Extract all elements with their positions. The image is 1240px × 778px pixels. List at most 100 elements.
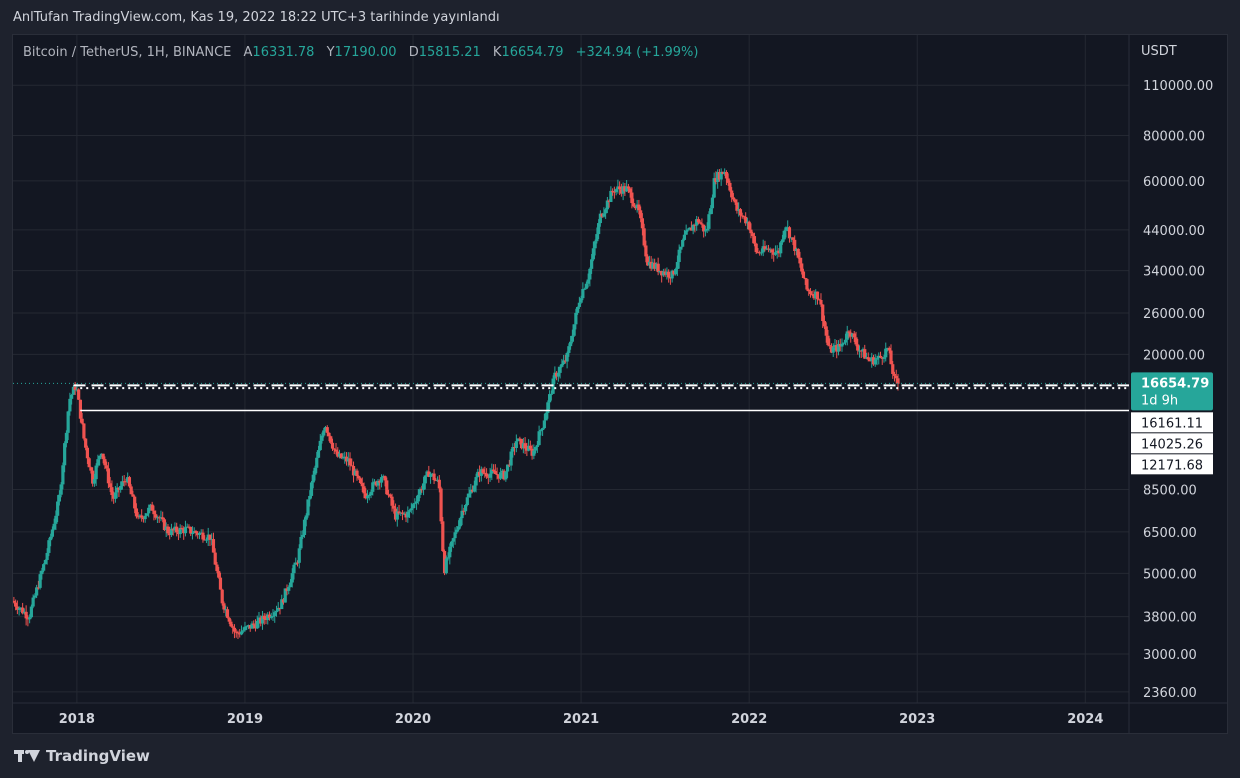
candle-body — [295, 562, 300, 564]
candle-body — [653, 262, 657, 269]
chart-panel[interactable]: USDT 110000.00 80000.00 60000.00 44000.00 340… — [12, 34, 1228, 734]
candle-body — [311, 474, 315, 483]
candle-body — [157, 517, 161, 519]
candle-body — [614, 189, 618, 192]
candle-body — [267, 614, 272, 618]
candle-body — [733, 199, 737, 203]
y-tick-label: 34000.00 — [1143, 265, 1205, 280]
candle-body — [476, 471, 480, 478]
candle-body — [555, 372, 559, 377]
candle-body — [325, 427, 329, 433]
candle-body — [784, 227, 788, 231]
candle-body — [686, 229, 690, 231]
candle-body — [493, 470, 497, 475]
candle-body — [845, 331, 849, 340]
candle-body — [677, 249, 681, 263]
candle-body — [318, 440, 322, 451]
candle-body — [99, 453, 104, 456]
candle-body — [215, 564, 219, 572]
candle-body — [889, 350, 893, 365]
candle-body — [180, 527, 184, 529]
candle-body — [719, 171, 723, 180]
candle-body — [364, 493, 368, 499]
level-price-badge — [1131, 433, 1213, 454]
candle-body — [885, 347, 890, 349]
candle-body — [77, 389, 81, 400]
candle-body — [789, 237, 793, 239]
candle-body — [857, 350, 862, 352]
symbol-name[interactable]: Bitcoin / TetherUS, 1H, BINANCE — [23, 45, 232, 60]
candle-body — [695, 219, 699, 226]
candle-body — [779, 242, 783, 254]
candle-body — [824, 326, 828, 336]
high-value: 17190.00 — [334, 45, 397, 60]
candle-body — [292, 564, 296, 574]
candle-body — [754, 243, 758, 253]
candle-body — [637, 204, 641, 211]
candle-body — [567, 346, 571, 353]
candle-body — [618, 186, 622, 190]
last-price-label: 16654.79 — [1141, 376, 1209, 391]
candle-body — [22, 611, 26, 614]
candle-body — [246, 625, 251, 627]
tradingview-branding[interactable]: TradingView — [14, 747, 150, 765]
candle-body — [590, 259, 594, 269]
candle-body — [759, 252, 764, 254]
candle-body — [381, 476, 385, 478]
candle-body — [498, 472, 503, 479]
candle-body — [84, 438, 88, 448]
candle-body — [808, 291, 813, 295]
price-chart[interactable]: USDT 110000.00 80000.00 60000.00 44000.00 340… — [13, 35, 1227, 733]
candle-body — [113, 492, 118, 499]
candle-body — [878, 355, 883, 358]
low-label: D — [408, 45, 419, 60]
candle-body — [50, 529, 54, 537]
ohlc-legend: Bitcoin / TetherUS, 1H, BINANCE A16331.7… — [23, 45, 706, 60]
candle-body — [166, 526, 170, 534]
candle-body — [13, 600, 16, 603]
candle-body — [604, 209, 608, 214]
candle-body — [782, 230, 786, 240]
candle-body — [745, 221, 750, 224]
candle-body — [670, 270, 674, 279]
candle-body — [197, 532, 202, 535]
candle-body — [369, 491, 373, 496]
candle-body — [329, 436, 333, 443]
candle-body — [315, 457, 319, 468]
candle-body — [815, 291, 820, 300]
candle-body — [884, 348, 888, 358]
candle-body — [437, 479, 441, 489]
x-tick-label: 2024 — [1067, 712, 1103, 727]
candle-body — [856, 344, 860, 351]
candle-body — [176, 532, 181, 535]
candle-body — [225, 609, 230, 618]
candle-body — [738, 209, 743, 216]
candle-body — [17, 608, 21, 610]
candle-body — [484, 473, 489, 477]
candle-body — [47, 540, 51, 553]
candle-body — [386, 494, 391, 496]
candle-body — [133, 496, 137, 509]
candle-body — [63, 443, 67, 466]
candle-body — [441, 521, 445, 552]
close-label: K — [492, 45, 502, 60]
candle-body — [565, 352, 569, 362]
candle-body — [15, 606, 19, 610]
candle-body — [204, 539, 209, 541]
candle-body — [395, 511, 399, 520]
candle-body — [777, 250, 781, 254]
candle-body — [516, 438, 520, 442]
candle-body — [367, 495, 371, 497]
candle-body — [803, 278, 807, 280]
candle-body — [115, 487, 119, 493]
candle-body — [495, 474, 499, 476]
candle-body — [131, 494, 135, 497]
candle-body — [192, 531, 196, 534]
candle-body — [682, 234, 687, 240]
candle-body — [798, 257, 802, 264]
candle-body — [211, 539, 216, 553]
candle-body — [470, 489, 475, 492]
candle-body — [625, 186, 629, 192]
candle-body — [42, 564, 46, 571]
candle-body — [481, 469, 485, 473]
